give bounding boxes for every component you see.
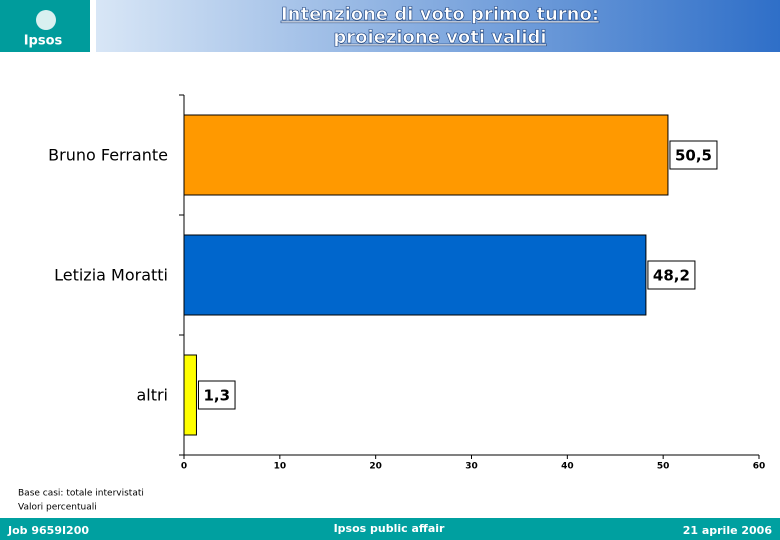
value-label-box (647, 260, 696, 290)
chart-subtitle: proiezione voti validi (333, 27, 546, 48)
footer-left: Job 9659I200 (7, 524, 89, 537)
x-tick-label: 10 (274, 462, 287, 472)
x-tick-label: 50 (657, 462, 670, 472)
bar (183, 354, 197, 436)
category-label: Letizia Moratti (54, 266, 168, 285)
value-label-box (197, 380, 236, 410)
x-tick-label: 40 (561, 462, 574, 472)
chart-title: Intenzione di voto primo turno: (281, 4, 599, 25)
footer-center: Ipsos public affair (334, 522, 445, 535)
x-tick-label: 20 (369, 462, 382, 472)
value-label: 1,3 (203, 387, 230, 405)
note: Valori percentuali (18, 503, 97, 513)
note: Base casi: totale intervistati (18, 489, 144, 499)
bar (183, 114, 669, 196)
x-tick-label: 60 (753, 462, 766, 472)
value-label: 50,5 (675, 147, 712, 165)
x-tick-label: 30 (465, 462, 478, 472)
logo-icon (36, 10, 56, 30)
category-label: Bruno Ferrante (48, 146, 168, 165)
header-band (96, 0, 780, 52)
bar (183, 234, 647, 316)
x-tick-label: 0 (181, 462, 187, 472)
value-label: 48,2 (653, 267, 690, 285)
logo-text: Ipsos (24, 34, 63, 49)
footer-right: 21 aprile 2006 (683, 524, 773, 537)
footer-band (0, 518, 780, 540)
value-label-box (669, 140, 718, 170)
category-label: altri (136, 386, 168, 405)
plot: 0 10 20 30 40 50 60 Bruno Ferrante 50,5 Letizia M… (48, 94, 766, 472)
